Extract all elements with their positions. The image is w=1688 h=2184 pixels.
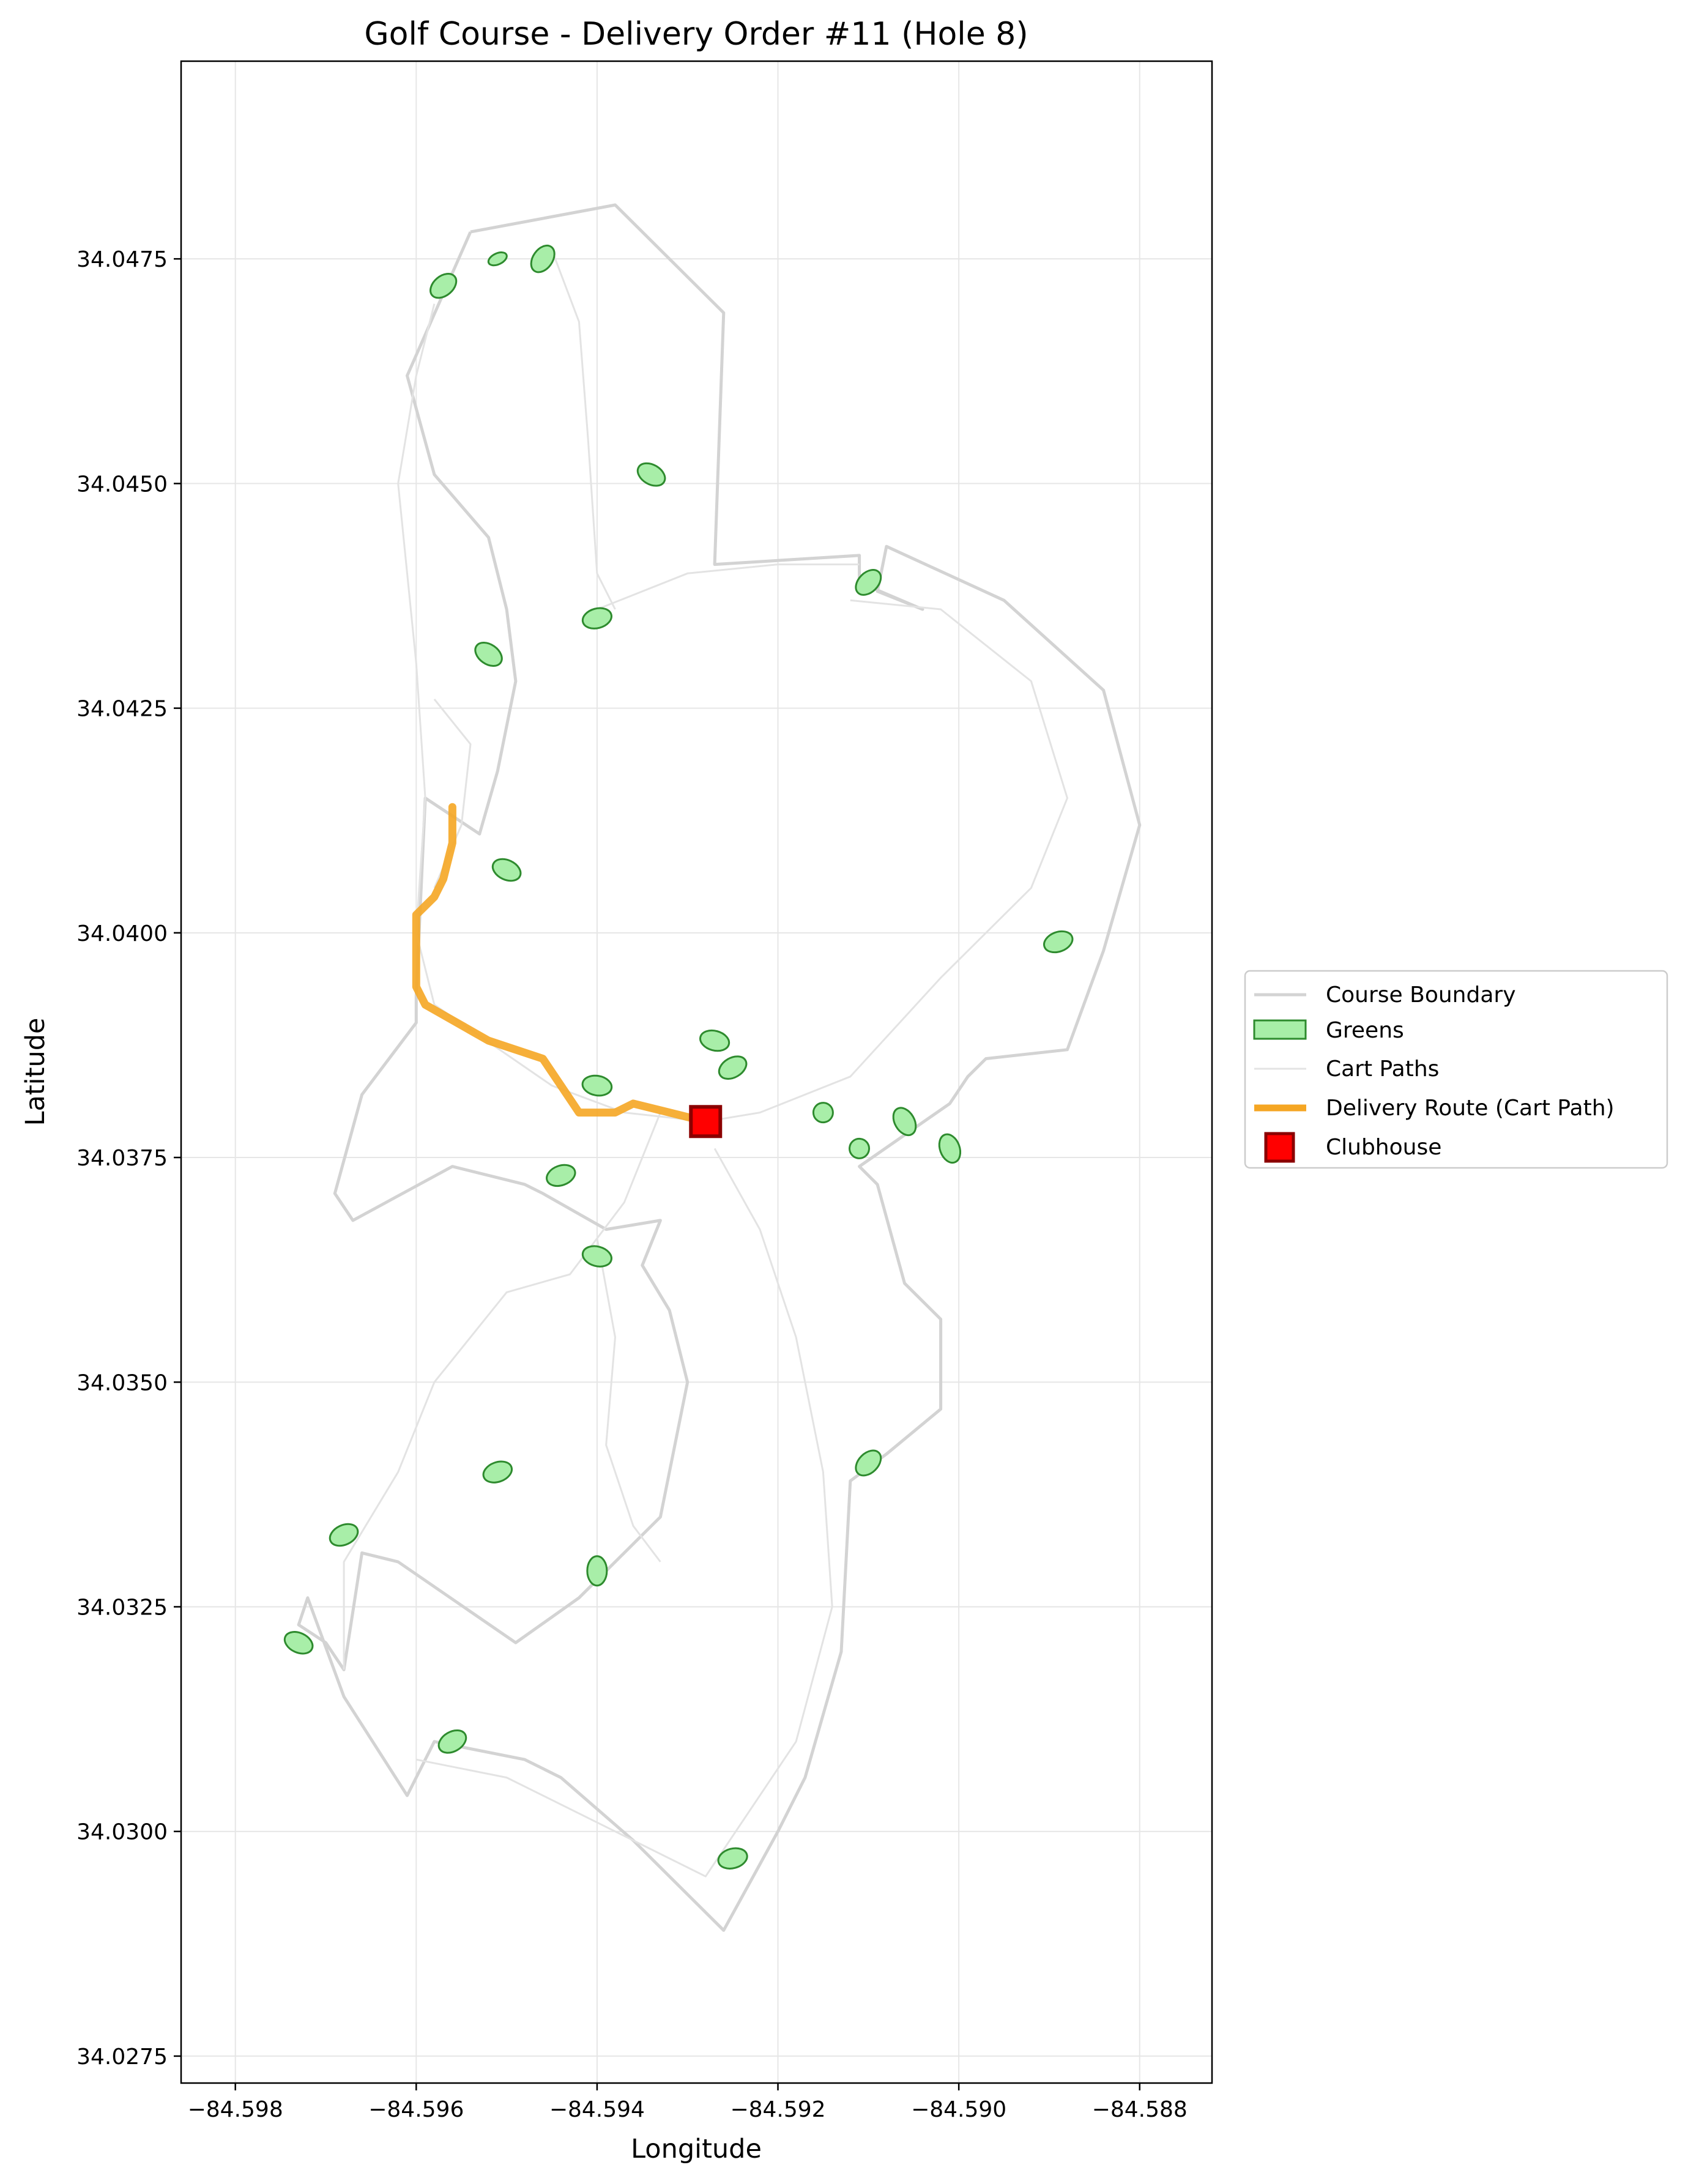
green-polygon [717,1847,748,1870]
x-tick-label: −84.592 [730,2097,825,2122]
green-polygon [487,251,508,267]
x-tick-label: −84.588 [1092,2097,1188,2122]
delivery-route-line [412,803,710,1126]
plot-area [181,61,1212,2083]
green-polygon [849,1137,871,1159]
green-polygon [699,1029,731,1052]
green-polygon [530,244,556,273]
x-axis-label: Longitude [631,2134,762,2164]
clubhouse-layer [689,1105,723,1138]
course-boundary-layer [297,203,1142,1932]
green-polygon [718,1055,748,1080]
cart-path-line [597,563,860,611]
green-polygon [546,1164,576,1187]
legend-clubhouse-swatch [1264,1132,1295,1163]
legend: Course Boundary Greens Cart Paths Delive… [1244,970,1668,1169]
cart-path-line [596,1238,661,1562]
delivery-route-layer [412,803,710,1126]
greens-layer [283,244,1074,1870]
green-polygon [283,1631,314,1655]
green-polygon [855,1449,882,1477]
green-polygon [581,1245,612,1268]
y-tick-label: 34.0350 [76,1370,168,1395]
course-boundary-line [297,203,1142,1932]
y-tick-label: 34.0400 [76,921,168,946]
x-tick-label: −84.596 [368,2097,464,2122]
x-axis-ticks: −84.598 −84.596 −84.594 −84.592 −84.590 −84.5… [188,2083,1188,2122]
legend-greens-swatch [1253,1019,1307,1040]
legend-label-route: Delivery Route (Cart Path) [1326,1096,1615,1121]
y-tick-label: 34.0275 [76,2045,168,2070]
green-polygon [892,1107,917,1137]
y-tick-label: 34.0475 [76,247,168,272]
green-polygon [636,462,666,487]
x-tick-label: −84.594 [549,2097,645,2122]
green-polygon [855,569,882,596]
legend-label-clubhouse: Clubhouse [1326,1135,1441,1160]
green-polygon [482,1460,513,1484]
green-polygon [812,1102,834,1124]
green-polygon [1043,930,1074,954]
cart-path-line [397,303,706,1123]
y-tick-label: 34.0325 [76,1595,168,1620]
green-polygon [586,1555,608,1587]
plot-frame [180,60,1213,2084]
y-axis-ticks: 34.0275 34.0300 34.0325 34.0350 34.0375 34.04… [76,247,181,2070]
x-tick-label: −84.590 [911,2097,1006,2122]
y-tick-label: 34.0425 [76,697,168,722]
y-tick-label: 34.0300 [76,1820,168,1845]
legend-frame [1244,970,1668,1169]
cart-path-line [416,1148,833,1878]
legend-label-cart-paths: Cart Paths [1326,1057,1439,1082]
cart-path-line [343,1112,661,1670]
green-polygon [491,858,522,882]
legend-label-greens: Greens [1326,1018,1404,1043]
green-polygon [429,272,458,299]
green-polygon [329,1523,359,1547]
legend-label-boundary: Course Boundary [1326,982,1516,1008]
cart-path-line [705,599,1068,1123]
x-tick-label: −84.598 [188,2097,283,2122]
cart-path-line [551,249,616,610]
green-polygon [938,1133,962,1164]
green-polygon [581,607,612,630]
cart-paths-layer [343,249,1068,1878]
green-polygon [437,1729,467,1754]
y-tick-label: 34.0375 [76,1146,168,1171]
green-polygon [581,1074,613,1097]
y-axis-label: Latitude [20,1018,51,1126]
y-tick-label: 34.0450 [76,472,168,497]
clubhouse-marker [689,1105,723,1138]
chart-title: Golf Course - Delivery Order #11 (Hole 8… [364,16,1028,53]
green-polygon [474,641,503,667]
